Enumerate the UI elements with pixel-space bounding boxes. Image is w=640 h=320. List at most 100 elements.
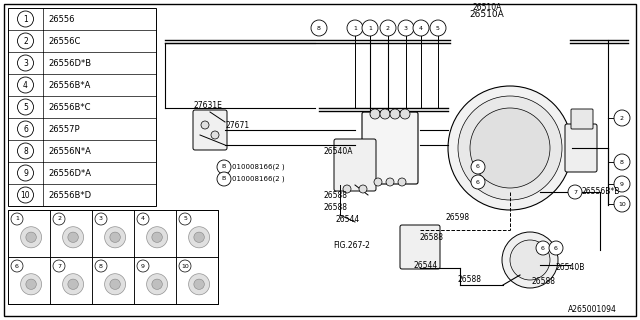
Circle shape [17,165,33,181]
Ellipse shape [68,232,78,243]
Text: 9: 9 [23,169,28,178]
Circle shape [398,178,406,186]
Circle shape [413,20,429,36]
Text: 26556N*A: 26556N*A [48,147,91,156]
Text: 6: 6 [476,180,480,185]
Ellipse shape [194,279,204,289]
Ellipse shape [110,232,120,243]
Text: 26556C: 26556C [48,36,81,45]
Bar [176,210,218,257]
Circle shape [53,260,65,272]
Bar [134,210,176,257]
Text: 6: 6 [23,124,28,133]
Bar [8,257,50,304]
Circle shape [614,110,630,126]
Text: 3: 3 [99,217,103,221]
Ellipse shape [152,232,163,243]
Text: 26540B: 26540B [555,263,584,273]
Text: 26588: 26588 [420,234,444,243]
Text: 26540A: 26540A [324,148,353,156]
Circle shape [11,213,23,225]
Text: 26544: 26544 [336,215,360,225]
Circle shape [179,213,191,225]
Circle shape [510,240,550,280]
Circle shape [17,121,33,137]
Circle shape [17,187,33,203]
Ellipse shape [152,279,163,289]
Text: 1: 1 [23,14,28,23]
Circle shape [137,260,149,272]
Text: 26556: 26556 [48,14,74,23]
Bar [8,210,50,257]
Text: 10: 10 [20,190,30,199]
Bar [134,257,176,304]
Text: 27631E: 27631E [193,100,222,109]
Bar [50,257,92,304]
Text: 3: 3 [404,26,408,30]
Circle shape [400,109,410,119]
Circle shape [470,108,550,188]
Ellipse shape [104,274,125,295]
Text: 7: 7 [573,189,577,195]
Circle shape [370,109,380,119]
Text: 1: 1 [368,26,372,30]
Circle shape [201,121,209,129]
Bar [50,210,92,257]
Text: 26588: 26588 [323,190,347,199]
Text: 26556D*B: 26556D*B [48,59,91,68]
Circle shape [17,77,33,93]
FancyBboxPatch shape [571,109,593,129]
Circle shape [359,185,367,193]
Bar [92,210,134,257]
Ellipse shape [194,232,204,243]
Text: 26510A: 26510A [472,4,502,12]
Circle shape [502,232,558,288]
Circle shape [217,160,231,174]
Text: 26556D*A: 26556D*A [48,169,91,178]
Circle shape [568,185,582,199]
Ellipse shape [20,274,42,295]
Circle shape [137,213,149,225]
Text: 8: 8 [620,159,624,164]
Bar [8,210,218,304]
Circle shape [95,213,107,225]
Text: 5: 5 [23,102,28,111]
Circle shape [471,175,485,189]
Ellipse shape [63,274,84,295]
Text: 8: 8 [99,263,103,268]
Text: 2: 2 [23,36,28,45]
Ellipse shape [26,279,36,289]
Text: 6: 6 [15,263,19,268]
Ellipse shape [110,279,120,289]
FancyBboxPatch shape [193,110,227,150]
Text: 8: 8 [317,26,321,30]
Circle shape [343,185,351,193]
Circle shape [311,20,327,36]
Text: 26510A: 26510A [470,10,504,19]
Text: 26556B*B: 26556B*B [582,188,620,196]
Text: 4: 4 [419,26,423,30]
Text: 010008166(2 ): 010008166(2 ) [232,164,285,170]
Bar [8,8,156,206]
Text: 9: 9 [620,181,624,187]
Text: 1: 1 [15,217,19,221]
Circle shape [217,172,231,186]
Circle shape [17,11,33,27]
FancyBboxPatch shape [362,112,418,184]
Text: 26544: 26544 [413,260,437,269]
Ellipse shape [147,227,168,248]
Circle shape [380,20,396,36]
Text: 1: 1 [353,26,357,30]
Text: 3: 3 [23,59,28,68]
Text: 26588: 26588 [532,276,556,285]
Circle shape [380,109,390,119]
Ellipse shape [20,227,42,248]
Text: 2: 2 [57,217,61,221]
Text: 2: 2 [386,26,390,30]
Circle shape [471,160,485,174]
FancyBboxPatch shape [565,124,597,172]
Text: 6: 6 [476,164,480,170]
Circle shape [17,143,33,159]
Circle shape [11,260,23,272]
Ellipse shape [189,274,210,295]
